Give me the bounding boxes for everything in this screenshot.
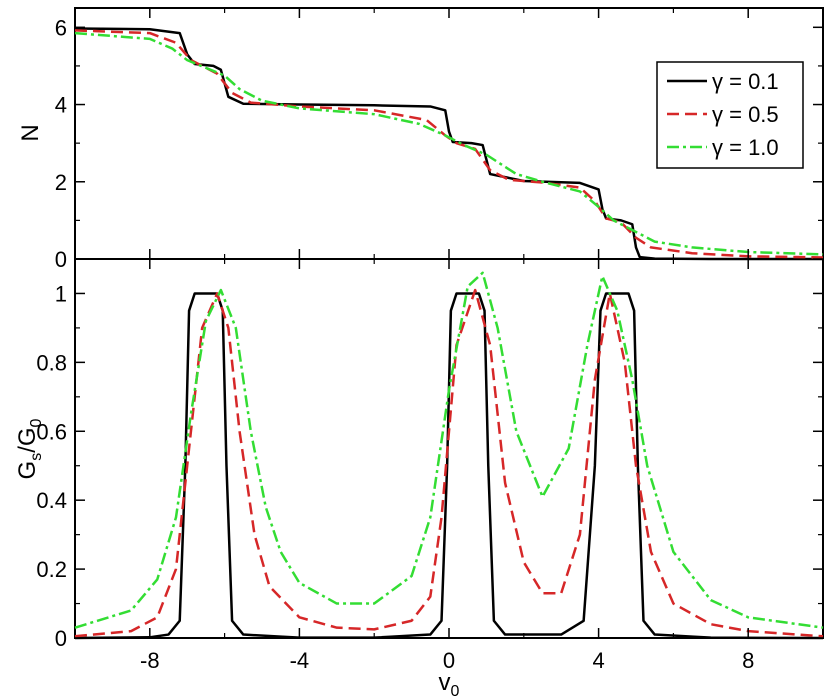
x-axis-label-sub: 0 [451, 683, 460, 699]
bottom-y-axis-label: Gs/G0 [14, 418, 45, 479]
bottom-y-tick-label-5: 1 [55, 281, 67, 306]
legend-label-gamma-1-0: γ = 1.0 [712, 135, 779, 160]
x-tick-label-1: -4 [290, 648, 310, 673]
x-axis-label-main: v [439, 669, 451, 696]
top-series-line-2 [74, 31, 824, 256]
bottom-y-tick-label-1: 0.2 [36, 557, 67, 582]
bottom-series-line-0 [74, 292, 824, 640]
bottom-series-line-2 [74, 271, 824, 629]
bottom-y-tick-label-4: 0.8 [36, 350, 67, 375]
top-y-tick-label-1: 2 [55, 170, 67, 195]
bottom-y-tick-label-0: 0 [55, 626, 67, 651]
top-y-axis-label: N [17, 124, 44, 141]
x-tick-label-4: 8 [742, 648, 754, 673]
top-y-tick-label-2: 4 [55, 93, 67, 118]
bottom-y-tick-label-2: 0.4 [36, 488, 67, 513]
legend-label-gamma-0-5: γ = 0.5 [712, 102, 779, 127]
svg-text:Gs/G0: Gs/G0 [14, 418, 45, 479]
bottom-y-axis-label-mid: /G [14, 427, 41, 452]
x-tick-label-2: 0 [443, 648, 455, 673]
legend: γ = 0.1 γ = 0.5 γ = 1.0 [656, 61, 804, 169]
top-y-tick-label-3: 6 [55, 15, 67, 40]
bottom-y-axis-label-sub-s: s [28, 453, 45, 461]
x-tick-label-3: 4 [592, 648, 604, 673]
legend-label-gamma-0-1: γ = 0.1 [712, 69, 779, 94]
legend-box [656, 61, 804, 169]
bottom-y-axis-label-main: G [14, 461, 41, 480]
top-series-line-0 [74, 27, 823, 261]
x-tick-label-0: -8 [140, 648, 160, 673]
top-y-tick-label-0: 0 [55, 247, 67, 272]
x-axis-label: v0 [439, 669, 460, 699]
bottom-y-tick-label-3: 0.6 [36, 419, 67, 444]
bottom-y-axis-label-sub-0: 0 [28, 418, 45, 427]
